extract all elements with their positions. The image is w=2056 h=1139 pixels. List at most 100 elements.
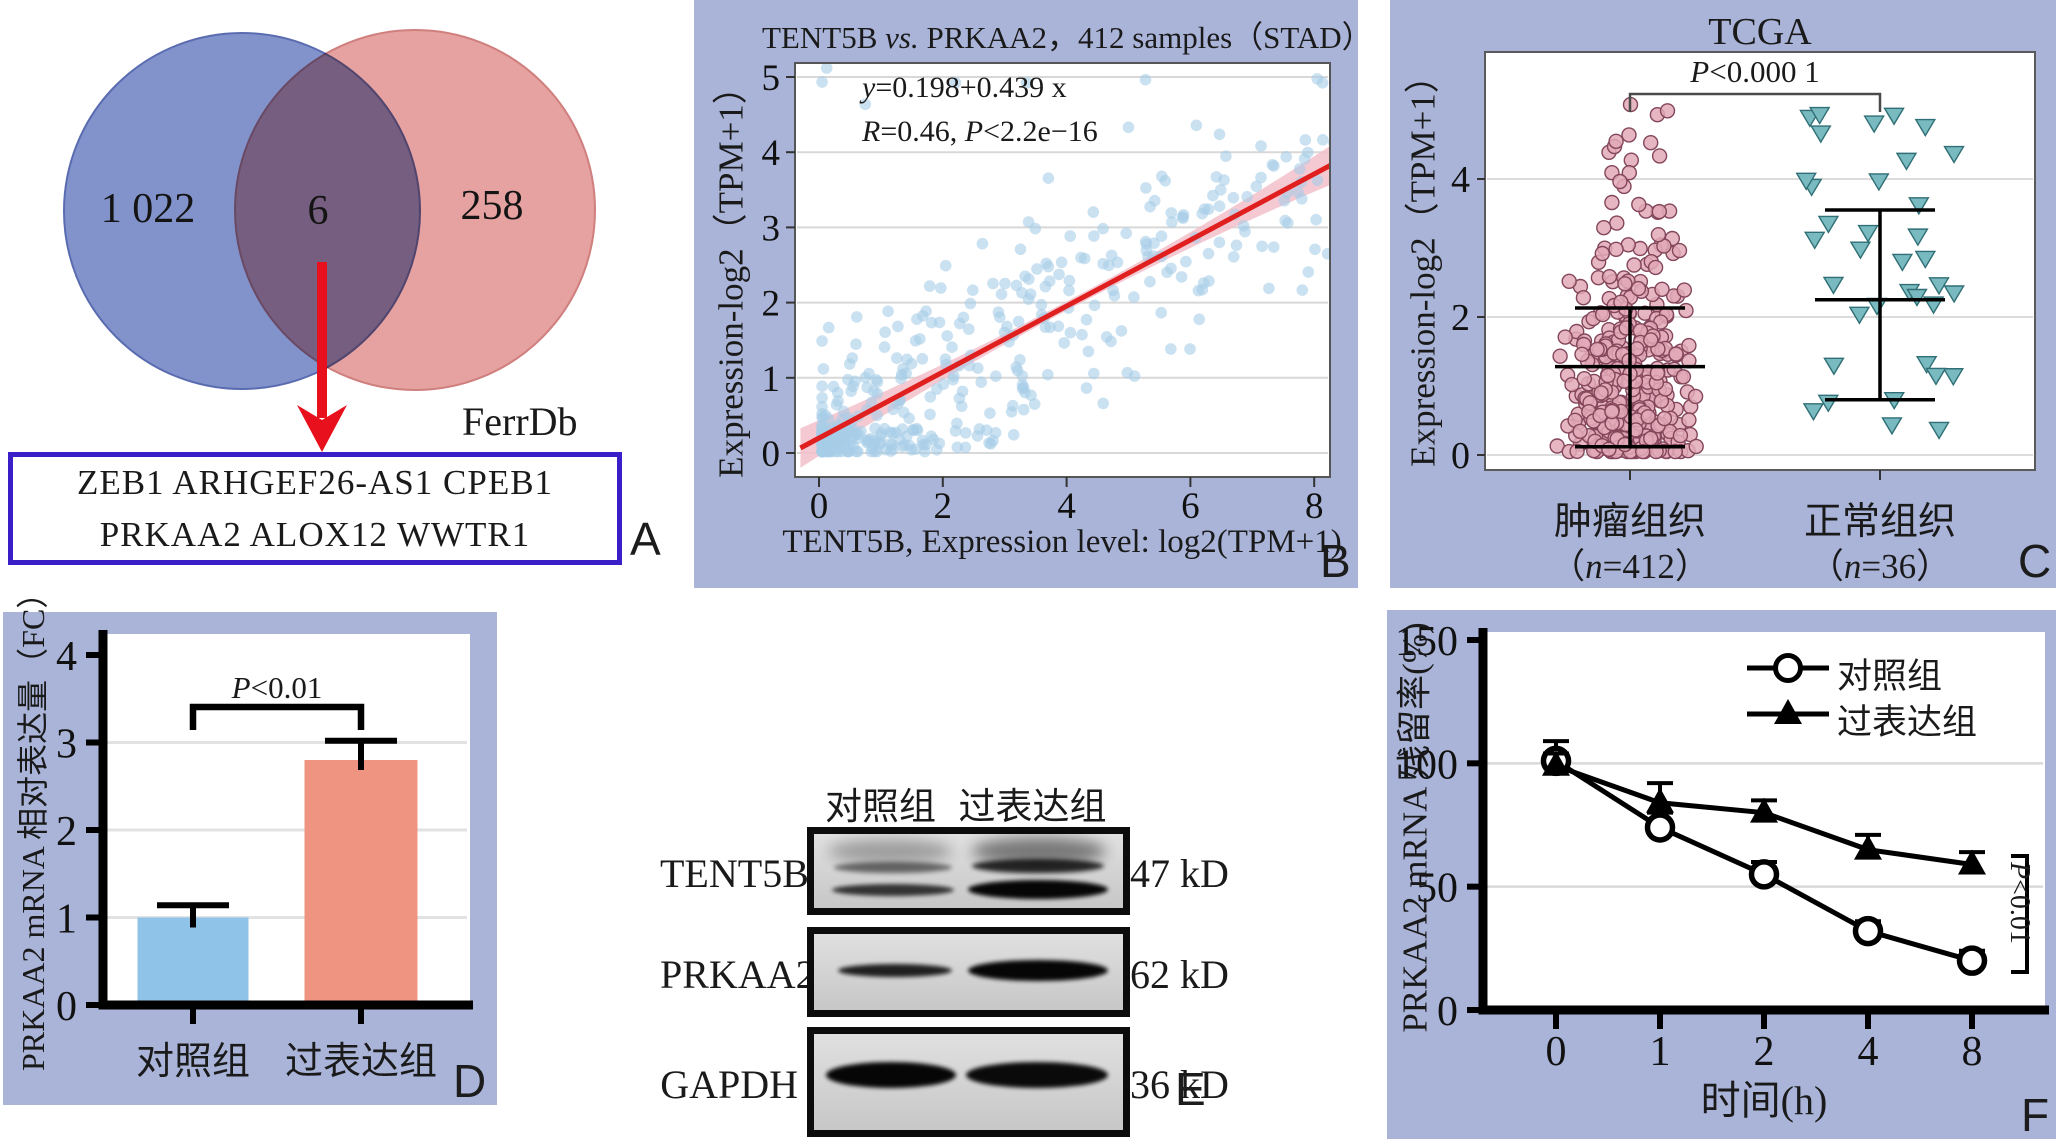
tumor-point — [1604, 403, 1620, 420]
scatter-point — [995, 288, 1008, 301]
tumor-point — [1596, 219, 1612, 236]
x-tick-label: 0 — [810, 486, 829, 527]
tumor-point — [1576, 371, 1593, 387]
scatter-point — [845, 385, 857, 398]
scatter-point — [1316, 77, 1329, 89]
scatter-point — [959, 427, 972, 439]
tumor-point — [1668, 346, 1684, 362]
scatter-point — [1155, 230, 1168, 242]
plot-area — [1485, 52, 2035, 470]
scatter-point — [884, 438, 896, 450]
panel-d-ylabel: PRKAA2 mRNA 相对表达量（FC） — [15, 576, 51, 1071]
scatter-point — [925, 316, 938, 329]
blot-row-label: GAPDH — [660, 1062, 798, 1107]
regression-line — [799, 162, 1330, 451]
scatter-point — [1108, 290, 1121, 302]
scatter-point — [1166, 216, 1178, 228]
tumor-point — [1651, 203, 1667, 220]
scatter-point — [972, 362, 984, 375]
scatter-point — [1267, 241, 1280, 253]
scatter-point — [1256, 240, 1268, 253]
legend-circle-icon — [1773, 653, 1803, 683]
scatter-point — [1042, 368, 1054, 381]
scatter-point — [1263, 282, 1275, 295]
scatter-point — [1156, 170, 1168, 183]
title-pre: TENT5B — [762, 20, 886, 55]
normal-point — [1848, 306, 1871, 325]
normal-point — [1849, 241, 1872, 260]
scatter-point — [875, 430, 887, 442]
scatter-plot-b: 0 1 2 3 4 5 0 2 4 6 8 — [762, 58, 1331, 527]
y-tick-label: 0 — [1437, 989, 1458, 1035]
scatter-point — [1028, 398, 1041, 410]
scatter-point — [931, 383, 943, 395]
tumor-point — [1609, 215, 1625, 231]
scatter-point — [1010, 279, 1023, 292]
scatter-point — [925, 430, 937, 443]
scatter-point — [975, 376, 987, 389]
scatter-point — [1120, 227, 1132, 240]
normal-point — [1915, 355, 1938, 375]
scatter-point — [1080, 382, 1093, 394]
bar — [137, 917, 249, 1005]
scatter-point — [905, 357, 918, 370]
scatter-point — [951, 417, 963, 430]
tumor-point — [1631, 196, 1647, 213]
gene-result-box: ZEB1 ARHGEF26-AS1 CPEB1 PRKAA2 ALOX12 WW… — [8, 452, 622, 565]
p-value-f: P<0.01 — [2004, 862, 2035, 944]
gene-line-1: ZEB1 ARHGEF26-AS1 CPEB1 — [76, 462, 554, 502]
scatter-point — [878, 341, 891, 353]
scatter-point — [933, 437, 946, 450]
scatter-point — [924, 408, 936, 421]
panel-f-xlabel: 时间(h) — [1700, 1078, 1828, 1123]
scatter-point — [1148, 237, 1160, 249]
y-tick-label: 100 — [1395, 742, 1458, 788]
scatter-point — [1017, 403, 1030, 416]
scatter-point — [1190, 119, 1203, 132]
scatter-point — [816, 380, 828, 393]
panel-d-letter: D — [453, 1055, 487, 1107]
scatter-point — [980, 424, 993, 437]
panel-c-ylabel: Expression-log2（TPM+1） — [1403, 58, 1443, 467]
normal-point — [1908, 197, 1930, 216]
scatter-point — [1007, 399, 1019, 412]
scatter-point — [984, 407, 996, 420]
scatter-point — [951, 441, 964, 454]
scatter-point — [1019, 270, 1031, 283]
blot-col-header-control: 对照组 — [825, 787, 936, 828]
tumor-point — [1687, 388, 1704, 405]
blot-band — [968, 880, 1108, 899]
blot-size-label: 36 kD — [1130, 1062, 1229, 1107]
normal-point — [1810, 125, 1832, 144]
blot-prkaa2 — [807, 927, 1130, 1017]
y-tick-label: 3 — [762, 208, 781, 249]
blot-size-label: 47 kD — [1130, 851, 1229, 896]
scatter-point — [1213, 128, 1226, 141]
blot-band — [966, 1062, 1108, 1088]
scatter-point — [1058, 337, 1070, 349]
tumor-point — [1675, 369, 1692, 385]
scatter-point — [831, 445, 844, 458]
scatter-point — [1278, 195, 1291, 207]
category-label-overexpression: 过表达组 — [284, 1041, 437, 1083]
blot-size-label: 62 kD — [1130, 952, 1229, 997]
panel-c-title: TCGA — [1708, 11, 1812, 53]
scatter-point — [1063, 284, 1075, 297]
open-circle-marker — [1956, 945, 1988, 976]
triangle-marker — [1958, 849, 1986, 875]
blot-band — [838, 964, 952, 977]
legend-label-overexpression: 过表达组 — [1837, 703, 1978, 742]
scatter-point — [1311, 174, 1324, 187]
normal-point — [1823, 357, 1845, 376]
tumor-point — [1617, 276, 1633, 292]
normal-point — [1803, 231, 1826, 250]
scatter-point — [1088, 367, 1100, 380]
scatter-point — [1230, 239, 1243, 252]
blot-row-label: TENT5B — [660, 851, 809, 896]
plot-border — [1484, 51, 2036, 471]
triangle-marker — [1542, 750, 1570, 776]
open-circle-marker — [1748, 859, 1780, 890]
scatter-point — [821, 445, 834, 458]
panel-d: 0 1 2 3 4 PRKAA2 mRNA 相对表达量（FC） P<0.01 对照组 过… — [3, 577, 497, 1107]
open-circle-marker — [1852, 915, 1884, 947]
